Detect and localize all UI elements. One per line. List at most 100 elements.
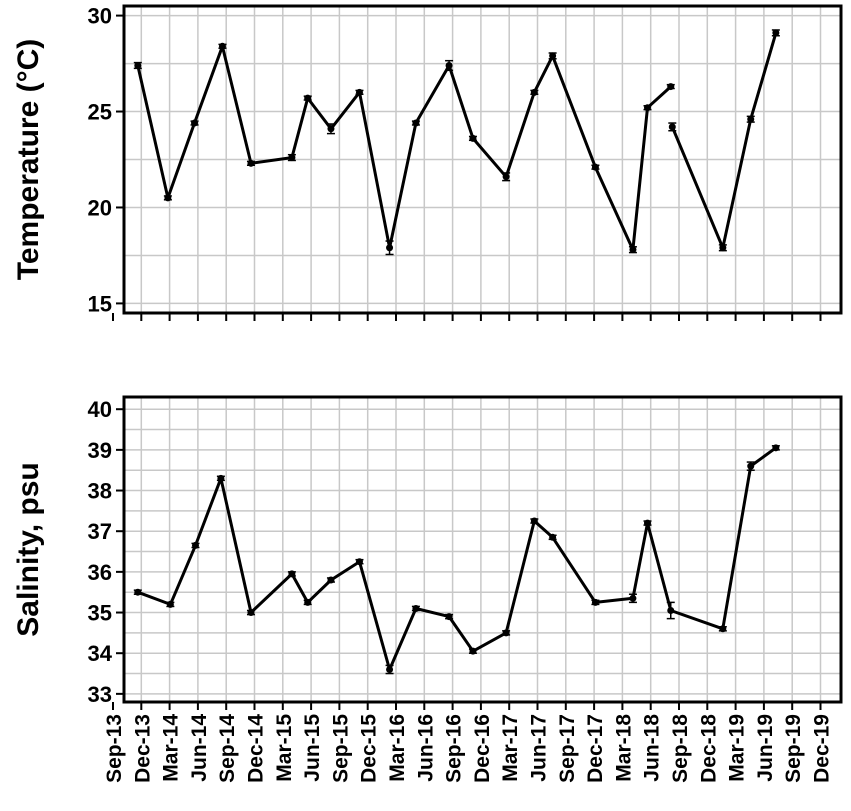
data-point (668, 123, 676, 131)
y-tick-label: 34 (88, 641, 113, 666)
data-point (591, 598, 599, 606)
data-point (772, 29, 780, 37)
y-axis-label: Salinity, psu (12, 462, 45, 636)
data-point (644, 519, 652, 527)
y-tick-label: 35 (88, 601, 112, 626)
x-tick-label: Dec-17 (584, 714, 607, 783)
y-tick-label: 25 (88, 100, 112, 125)
chart-panel-salinity: 33 34 35 36 37 38 39 40 Salinity, psu (12, 395, 843, 710)
x-tick-label: Sep-18 (669, 714, 692, 783)
data-point (445, 61, 453, 69)
y-tick-label: 36 (88, 560, 112, 585)
x-tick-label: Dec-16 (471, 714, 494, 783)
data-point (629, 594, 637, 602)
x-tick-label: Dec-18 (697, 714, 720, 783)
data-point (386, 244, 394, 252)
data-point (719, 625, 727, 633)
data-point (355, 558, 363, 566)
data-point (304, 94, 312, 102)
data-point (134, 61, 142, 69)
series-1 (133, 42, 675, 256)
data-point (327, 576, 335, 584)
y-tick-label: 38 (88, 479, 112, 504)
series-1 (133, 444, 780, 675)
x-tick-label: Dec-13 (131, 714, 154, 783)
data-point (412, 119, 420, 127)
data-point (549, 533, 557, 541)
data-point (218, 42, 226, 50)
x-tick-label: Dec-15 (358, 714, 381, 783)
data-point (502, 629, 510, 637)
x-tick-label: Jun-18 (641, 714, 664, 782)
data-point (530, 517, 538, 525)
data-point (747, 462, 755, 470)
series-line (670, 32, 778, 250)
data-point (629, 246, 637, 254)
data-point (502, 173, 510, 181)
data-point (386, 665, 394, 673)
plot-area (124, 397, 841, 702)
data-point (644, 104, 652, 112)
data-point (445, 613, 453, 621)
x-tick-label: Jun-15 (301, 714, 324, 782)
y-tick-label: 40 (88, 397, 112, 422)
series-2 (668, 29, 780, 252)
data-point (164, 194, 172, 202)
x-tick-label: Jun-17 (528, 714, 551, 782)
chart-panel-temperature: 15 20 25 30 Temperature (°C) (12, 4, 843, 321)
data-point (355, 88, 363, 96)
x-tick-label: Dec-19 (811, 714, 834, 783)
y-tick-label: 30 (88, 4, 112, 29)
data-point (217, 474, 225, 482)
data-point (134, 588, 142, 596)
x-tick-label: Mar-16 (386, 714, 409, 782)
x-tick-label: Sep-17 (556, 714, 579, 783)
data-point (166, 600, 174, 608)
data-point (747, 115, 755, 123)
data-point (530, 88, 538, 96)
data-point (719, 244, 727, 252)
data-point (591, 163, 599, 171)
plot-border (122, 395, 843, 704)
data-point (247, 609, 255, 617)
x-tick-label: Jun-19 (754, 714, 777, 782)
series-line (136, 44, 672, 252)
y-tick-label: 39 (88, 438, 112, 463)
x-tick-labels: Sep-13 Dec-13 Mar-14 Jun-14 Sep-14 Dec-14 Mar-… (103, 714, 834, 783)
x-tick-label: Mar-14 (160, 714, 183, 782)
x-tick-label: Mar-19 (726, 714, 749, 782)
data-point (667, 607, 675, 614)
chart-panels: 15 20 25 30 Temperature (°C) 33 34 35 36 37 38 39 40… (12, 4, 843, 783)
data-point (288, 570, 296, 578)
data-point (288, 154, 296, 162)
data-point (191, 541, 199, 549)
y-tick-label: 37 (88, 519, 112, 544)
y-tick-label: 15 (88, 291, 112, 316)
x-tick-label: Sep-14 (216, 714, 239, 783)
x-tick-label: Sep-15 (329, 714, 352, 783)
x-tick-label: Mar-15 (273, 714, 296, 782)
x-tick-label: Sep-19 (782, 714, 805, 783)
x-tick-label: Sep-13 (103, 714, 126, 783)
x-tick-label: Mar-18 (612, 714, 635, 782)
data-point (667, 83, 675, 91)
data-point (247, 159, 255, 167)
x-tick-label: Jun-14 (188, 714, 211, 782)
x-tick-label: Mar-17 (499, 714, 522, 782)
data-point (191, 119, 199, 127)
data-point (304, 598, 312, 606)
data-point (772, 444, 780, 452)
plot-border (122, 4, 843, 315)
x-tick-label: Dec-14 (245, 714, 268, 783)
data-point (549, 52, 557, 60)
y-axis-label: Temperature (°C) (12, 39, 45, 280)
x-tick-label: Jun-16 (414, 714, 437, 782)
y-tick-label: 20 (88, 195, 112, 220)
data-point (469, 134, 477, 142)
data-point (469, 647, 477, 655)
y-tick-label: 33 (88, 682, 112, 707)
data-point (327, 125, 335, 133)
data-point (412, 604, 420, 612)
x-tick-label: Sep-16 (443, 714, 466, 783)
